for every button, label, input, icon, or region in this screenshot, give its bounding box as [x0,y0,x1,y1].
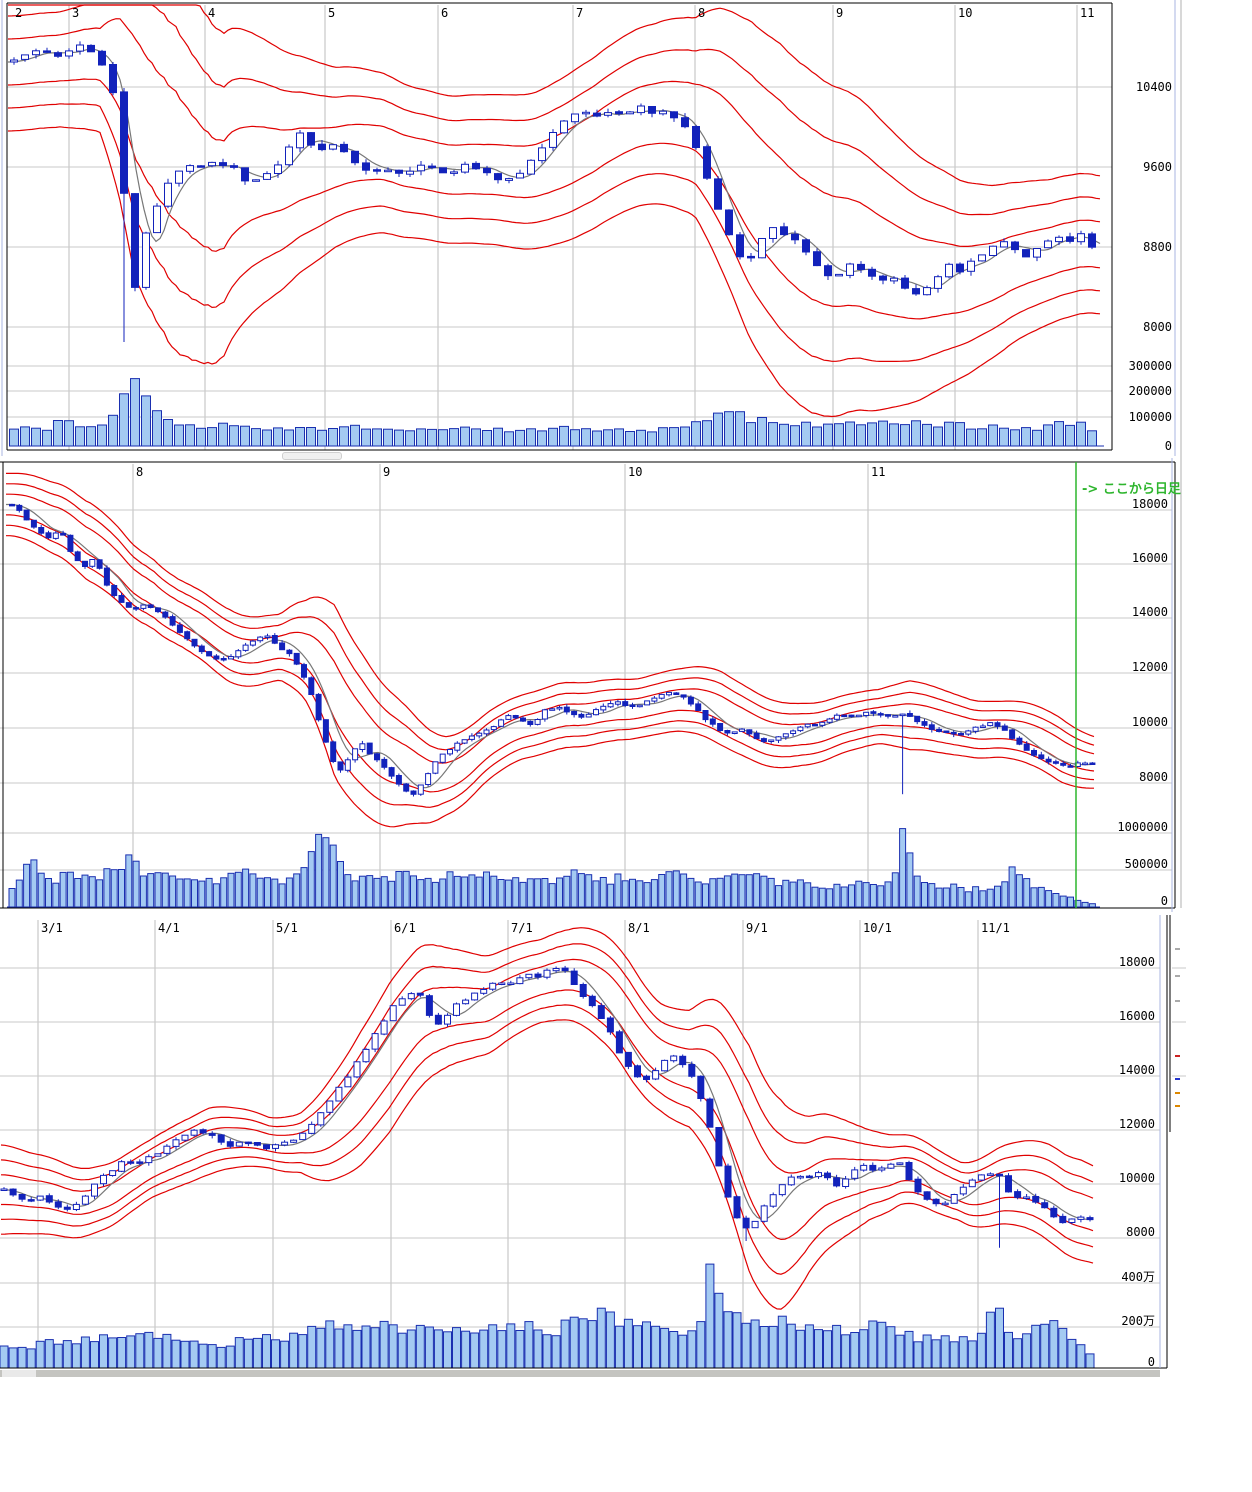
price-tick-label: 14000 [1119,1063,1155,1077]
price-tick-label: 12000 [1119,1117,1155,1131]
band-lower-1sigma [6,514,1095,793]
band-upper-1sigma [0,958,1094,1199]
band-lower-2sigma [6,524,1095,808]
neighbor-window-sliver [1172,948,1186,1107]
band-lower-3sigma [6,535,1094,828]
month-label: 6/1 [394,921,416,935]
month-label: 4 [208,6,215,20]
month-label: 8 [698,6,705,20]
band-lower-1sigma [1,989,1094,1241]
volume-tick-label: 300000 [1129,359,1172,373]
month-label: 3/1 [41,921,63,935]
volume-tick-label: 200000 [1129,384,1172,398]
price-tick-label: 12000 [1132,660,1168,674]
volume-tick-label: 0 [1161,894,1168,908]
price-tick-label: 9600 [1143,160,1172,174]
band-lower-2sigma [7,103,1101,363]
bollinger-bands [7,4,1101,418]
month-gridlines [132,464,869,908]
price-gridlines [0,967,1160,1328]
price-tick-label: 16000 [1119,1009,1155,1023]
panel-daily-upper: 8 9 10 11 18000 16000 14000 12000 10000 8000 10000… [0,464,1172,908]
month-label: 8/1 [628,921,650,935]
price-tick-label: 8800 [1143,240,1172,254]
price-tick-label: 14000 [1132,605,1168,619]
band-upper-3sigma [8,4,1101,187]
month-label: 3 [72,6,79,20]
volume-bars [8,828,1096,908]
month-gridlines [37,920,979,1368]
axis-labels: 8 9 10 11 18000 16000 14000 12000 10000 8000 10000… [136,465,1168,908]
month-label: 5/1 [276,921,298,935]
month-label: 10 [628,465,642,479]
month-label: 2 [15,6,22,20]
band-lower-1sigma [7,78,1101,320]
month-label: 9 [836,6,843,20]
axis-labels: 2 3 4 5 6 7 8 9 10 11 10400 9600 8800 8000 300000 20000… [15,6,1172,453]
month-label: 10 [958,6,972,20]
volume-bars [0,1263,1095,1369]
price-tick-label: 8000 [1139,770,1168,784]
horizontal-scrollbar-thumb[interactable] [282,452,342,460]
band-upper-3sigma [0,927,1094,1170]
band-upper-2sigma [6,483,1095,751]
price-tick-label: 8000 [1143,320,1172,334]
month-label: 9/1 [746,921,768,935]
month-gridlines [68,5,1078,450]
price-tick-label: 10000 [1132,715,1168,729]
band-upper-1sigma [6,493,1095,764]
band-upper-2sigma [7,4,1101,216]
bottom-scrollbar-track[interactable] [0,1370,1160,1377]
price-gridlines [7,86,1112,418]
volume-tick-label: 500000 [1125,857,1168,871]
month-label: 11 [1080,6,1094,20]
candles [0,965,1094,1248]
month-label: 8 [136,465,143,479]
volume-tick-label: 1000000 [1117,820,1168,834]
bottom-scrollbar-thumb[interactable] [2,1370,36,1377]
price-gridlines [0,509,1172,871]
bollinger-bands [6,472,1095,828]
band-upper-3sigma [6,472,1095,738]
daily-start-annotation: -> ここから日足 [1082,482,1181,497]
band-lower-3sigma [7,126,1101,418]
month-label: 10/1 [863,921,892,935]
volume-tick-label: 200万 [1121,1314,1155,1328]
window-frames [0,0,1182,1369]
month-label: 7/1 [511,921,533,935]
axis-labels: 3/1 4/1 5/1 6/1 7/1 8/1 9/1 10/1 11/1 18000 16000 1… [41,921,1155,1369]
month-label: 11/1 [981,921,1010,935]
month-label: 7 [576,6,583,20]
price-tick-label: 18000 [1132,497,1168,511]
panel-daily-lower: 3/1 4/1 5/1 6/1 7/1 8/1 9/1 10/1 11/1 18000 16000 1… [0,920,1160,1369]
moving-average-line [6,503,1095,789]
month-label: 5 [328,6,335,20]
volume-tick-label: 0 [1148,1355,1155,1369]
volume-tick-label: 0 [1165,439,1172,453]
band-lower-3sigma [0,1019,1094,1310]
price-tick-label: 16000 [1132,551,1168,565]
price-tick-label: 10000 [1119,1171,1155,1185]
candles [9,503,1096,797]
band-upper-2sigma [0,943,1094,1183]
volume-tick-label: 100000 [1129,410,1172,424]
month-label: 11 [871,465,885,479]
month-label: 4/1 [158,921,180,935]
price-tick-label: 8000 [1126,1225,1155,1239]
band-lower-2sigma [0,1004,1094,1275]
panel-weekly-bollinger: 2 3 4 5 6 7 8 9 10 11 10400 9600 8800 8000 300000 20000… [7,4,1172,453]
price-tick-label: 18000 [1119,955,1155,969]
volume-bars [9,378,1097,447]
month-label: 9 [383,465,390,479]
volume-tick-label: 400万 [1121,1270,1155,1284]
candles [10,41,1096,342]
moving-average-line [7,48,1101,290]
price-tick-label: 10400 [1136,80,1172,94]
month-label: 6 [441,6,448,20]
bollinger-bands [0,927,1094,1310]
